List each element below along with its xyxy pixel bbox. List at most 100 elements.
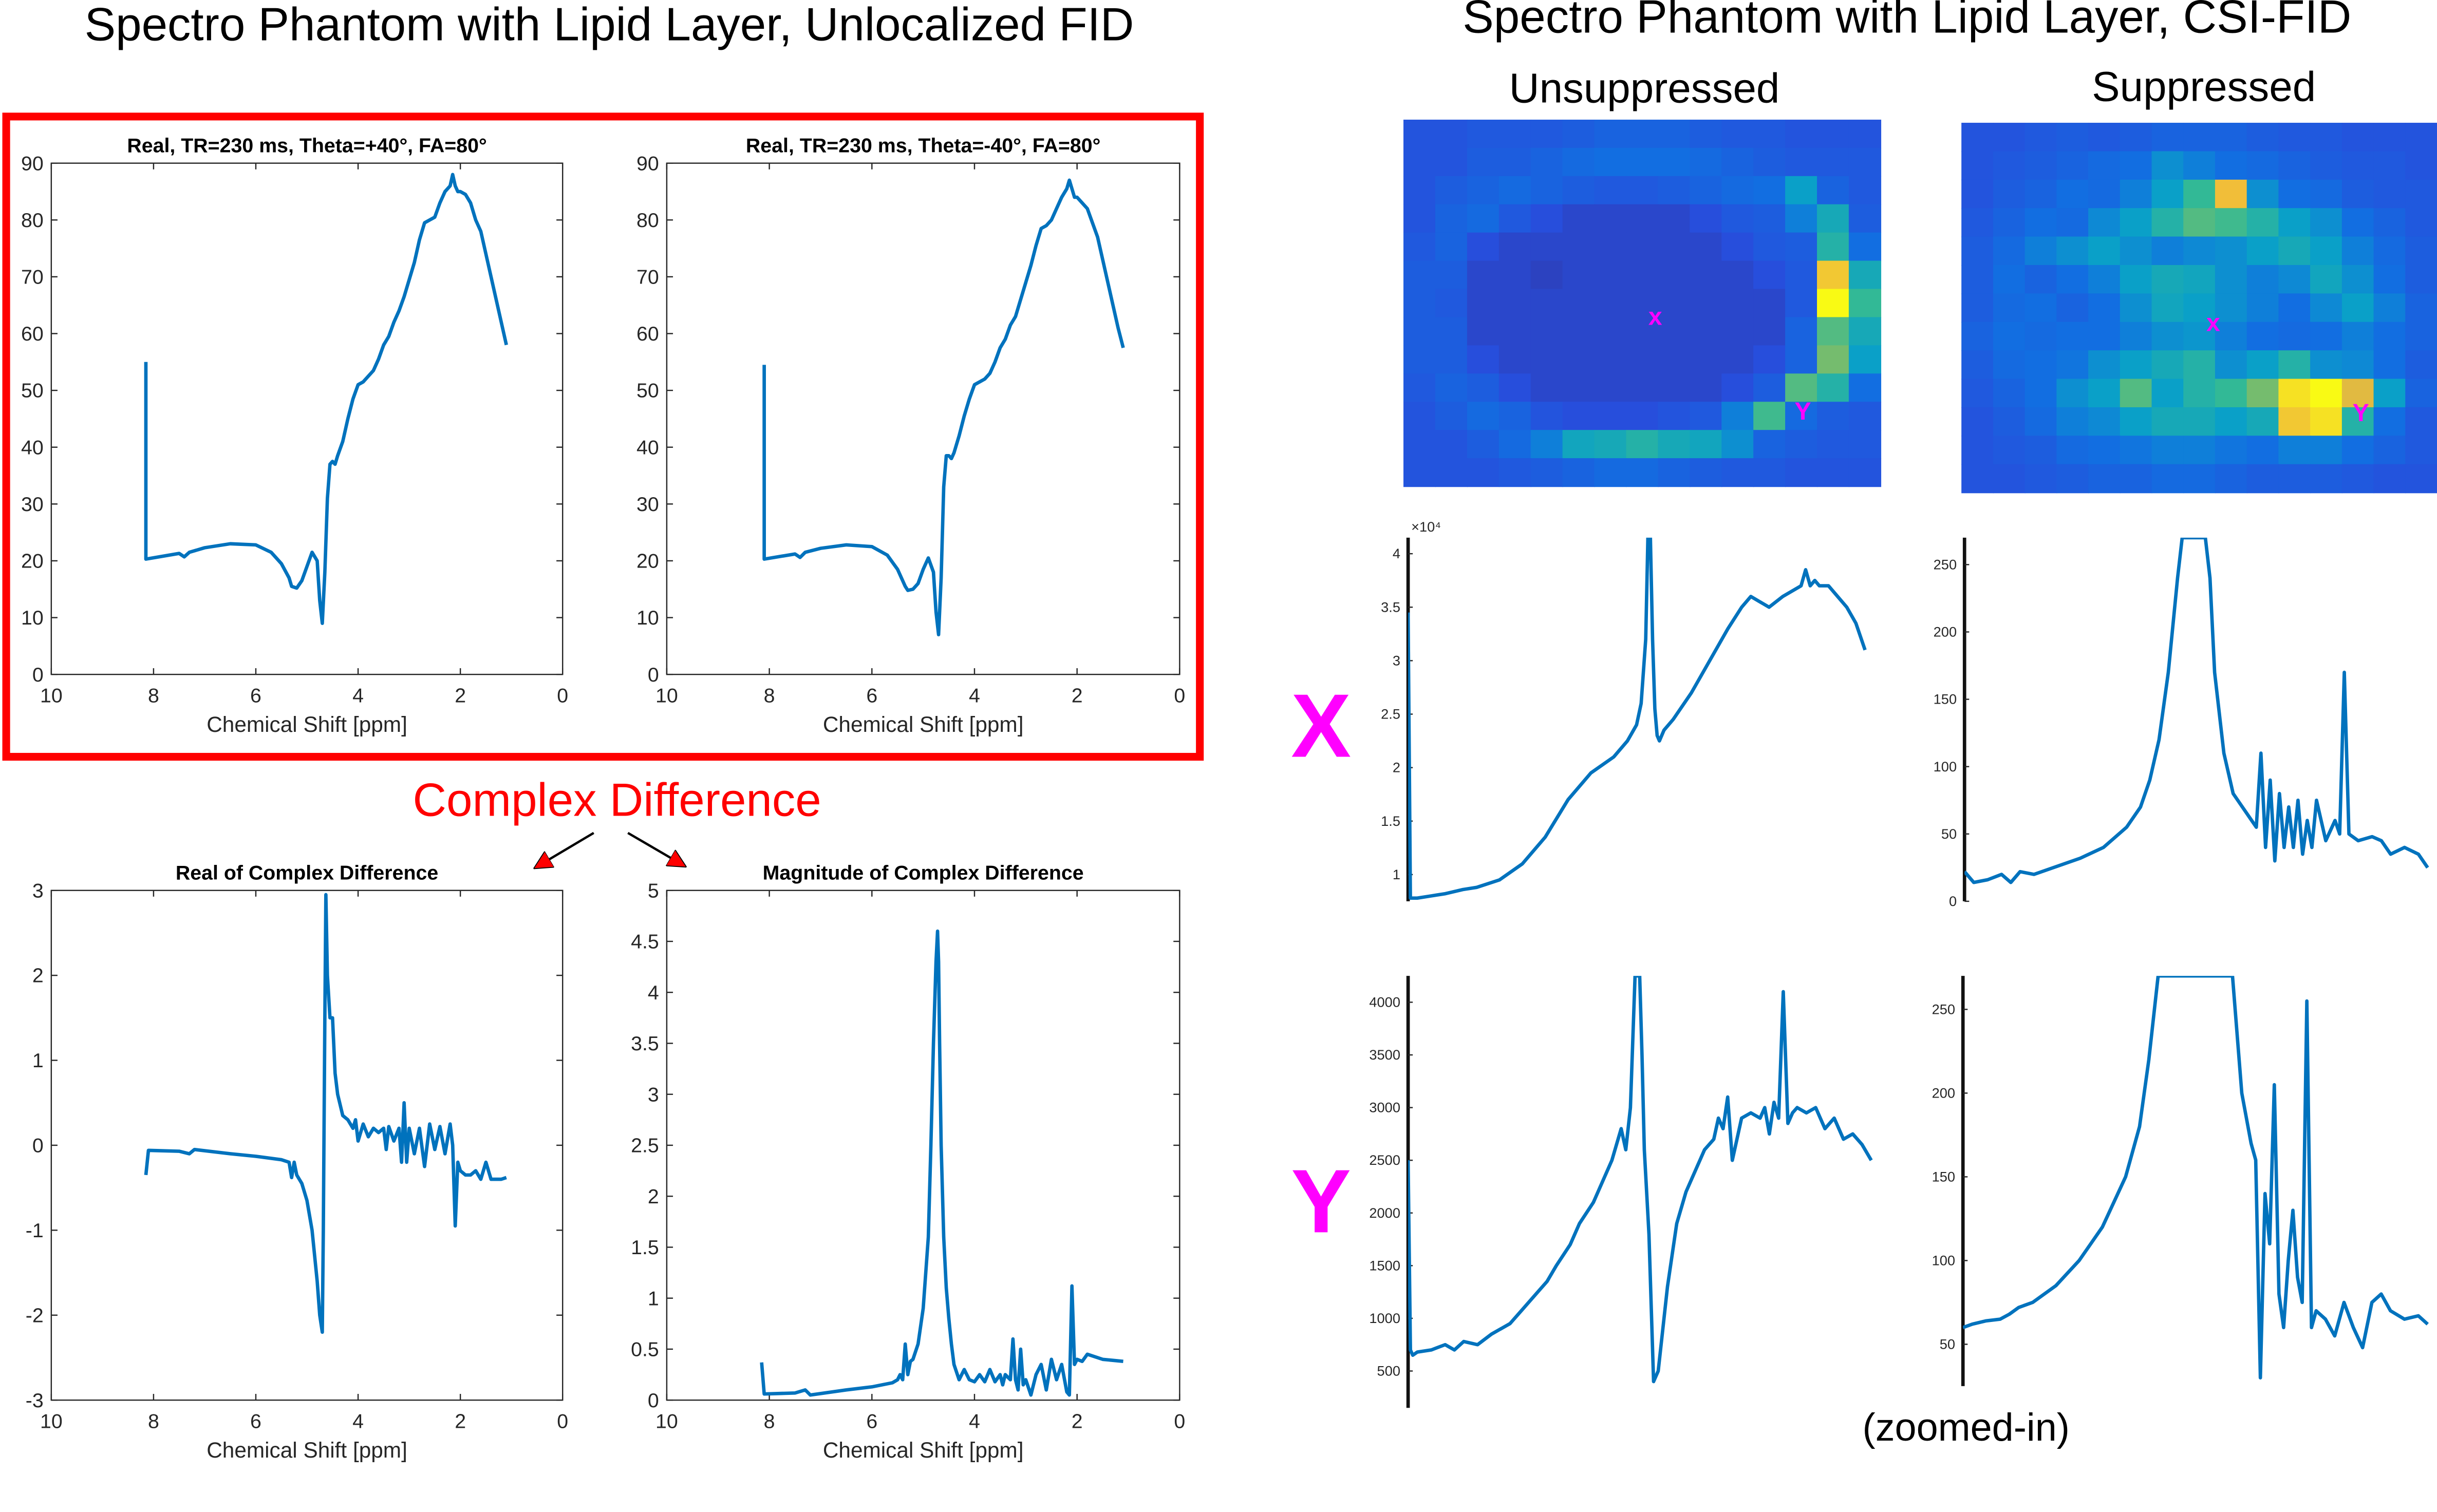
map-cell — [1785, 147, 1818, 177]
map-cell — [1403, 260, 1436, 290]
map-cell — [2215, 322, 2247, 351]
map-cell — [2310, 265, 2343, 294]
map-cell — [1785, 176, 1818, 205]
map-cell — [2310, 322, 2343, 351]
map-cell — [2310, 407, 2343, 437]
map-cell — [1993, 123, 2026, 152]
map-cell — [1530, 119, 1563, 149]
y-tick-label: 3 — [32, 879, 44, 902]
map-cell — [2024, 123, 2057, 152]
map-cell — [2246, 293, 2279, 323]
arrow-to-real-diff — [536, 831, 594, 867]
map-cell — [1721, 204, 1754, 233]
map-cell — [1785, 402, 1818, 431]
map-cell — [1817, 289, 1850, 318]
map-cell — [2405, 322, 2437, 351]
map-cell — [1753, 232, 1786, 261]
map-cell — [2120, 293, 2152, 323]
x-tick-label: 6 — [250, 1410, 261, 1433]
map-cell — [1721, 373, 1754, 403]
map-cell — [1467, 204, 1500, 233]
map-cell — [1435, 119, 1468, 149]
map-cell — [1753, 176, 1786, 205]
y-tick-label: 30 — [636, 493, 659, 516]
map-cell — [1961, 407, 1994, 437]
highlight-box — [2, 112, 1204, 761]
map-cell — [1993, 179, 2026, 209]
map-cell — [1498, 147, 1531, 177]
map-cell — [1403, 119, 1436, 149]
map-cell — [2183, 322, 2216, 351]
map-cell — [1848, 119, 1882, 149]
map-cell — [1498, 402, 1531, 431]
map-cell — [1498, 232, 1531, 261]
map-cell — [2215, 265, 2247, 294]
map-cell — [2120, 151, 2152, 181]
map-cell — [1753, 430, 1786, 459]
y-tick-label: 0 — [648, 664, 659, 686]
map-cell — [1721, 260, 1754, 290]
map-cell — [1690, 260, 1722, 290]
x-tick-label: 8 — [148, 685, 159, 707]
map-cell — [2310, 123, 2343, 152]
map-cell — [1435, 147, 1468, 177]
map-cell — [2215, 179, 2247, 209]
map-cell — [1530, 176, 1563, 205]
x-axis-label: Chemical Shift [ppm] — [823, 1438, 1024, 1462]
map-cell — [1498, 345, 1531, 374]
map-cell — [2120, 464, 2152, 494]
map-cell — [1467, 176, 1500, 205]
map-cell — [1961, 379, 1994, 408]
map-cell — [2183, 436, 2216, 465]
y-tick-label: -2 — [26, 1304, 44, 1327]
map-cell — [2405, 208, 2437, 237]
map-cell — [1658, 345, 1691, 374]
map-cell — [1753, 204, 1786, 233]
map-cell — [2088, 179, 2121, 209]
map-cell — [1435, 204, 1468, 233]
y-tick-label: 20 — [636, 550, 659, 573]
map-cell — [1817, 317, 1850, 346]
map-cell — [1848, 430, 1882, 459]
map-cell — [1594, 204, 1627, 233]
map-cell — [2183, 123, 2216, 152]
x-tick-label: 6 — [250, 685, 261, 707]
series-line — [1963, 976, 2429, 1379]
y-tick-label: 5 — [648, 879, 659, 902]
axes-box — [666, 162, 1180, 675]
map-cell — [2120, 407, 2152, 437]
map-cell — [2088, 464, 2121, 494]
map-cell — [2310, 464, 2343, 494]
map-cell — [1530, 402, 1563, 431]
map-cell — [2056, 322, 2089, 351]
y-tick-label: 500 — [1377, 1363, 1400, 1379]
map-cell — [1626, 317, 1659, 346]
map-cell — [1658, 373, 1691, 403]
map-cell — [1562, 260, 1595, 290]
y-tick-label: 3.5 — [1381, 599, 1400, 615]
map-cell — [1961, 265, 1994, 294]
map-cell — [2341, 322, 2374, 351]
y-tick-label: 4 — [648, 981, 659, 1004]
map-cell — [2151, 407, 2184, 437]
y-tick-label: 1500 — [1369, 1257, 1400, 1273]
map-cell — [1594, 458, 1627, 487]
x-tick-label: 4 — [352, 685, 364, 707]
map-cell — [2373, 350, 2406, 380]
series-line — [144, 893, 507, 1334]
map-cell — [2088, 151, 2121, 181]
map-cell — [2341, 179, 2374, 209]
y-tick-label: 4000 — [1369, 994, 1400, 1010]
y-tick-label: 2500 — [1369, 1152, 1400, 1168]
map-cell — [2246, 236, 2279, 266]
map-cell — [2151, 236, 2184, 266]
y-tick-label: 200 — [1934, 624, 1957, 640]
map-cell — [1530, 317, 1563, 346]
map-cell — [1626, 204, 1659, 233]
map-cell — [1848, 147, 1882, 177]
map-cell — [1961, 464, 1994, 494]
y-tick-label: 3000 — [1369, 1100, 1400, 1116]
map-cell — [1993, 208, 2026, 237]
map-cell — [1961, 236, 1994, 266]
